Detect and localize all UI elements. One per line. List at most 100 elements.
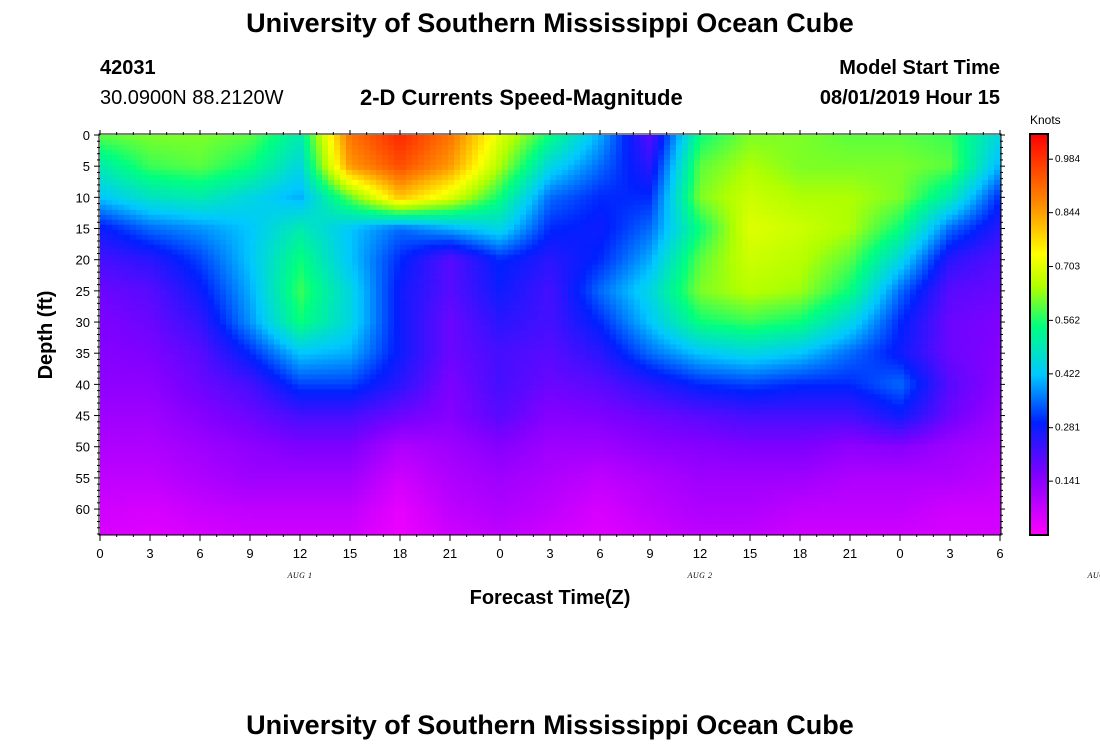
- heatmap-cell: [520, 170, 527, 176]
- heatmap-cell: [670, 265, 677, 271]
- heatmap-cell: [292, 280, 299, 286]
- heatmap-cell: [292, 170, 299, 176]
- heatmap-cell: [922, 225, 929, 231]
- heatmap-cell: [136, 170, 143, 176]
- heatmap-cell: [952, 285, 959, 291]
- heatmap-cell: [856, 260, 863, 266]
- heatmap-cell: [406, 230, 413, 236]
- heatmap-cell: [664, 140, 671, 146]
- heatmap-cell: [610, 235, 617, 241]
- heatmap-cell: [946, 255, 953, 261]
- heatmap-cell: [274, 190, 281, 196]
- heatmap-cell: [406, 165, 413, 171]
- heatmap-cell: [268, 265, 275, 271]
- heatmap-cell: [904, 230, 911, 236]
- heatmap-cell: [520, 295, 527, 301]
- heatmap-cell: [958, 265, 965, 271]
- heatmap-cell: [796, 200, 803, 206]
- heatmap-cell: [208, 245, 215, 251]
- heatmap-cell: [814, 195, 821, 201]
- heatmap-cell: [538, 225, 545, 231]
- heatmap-cell: [340, 135, 347, 141]
- heatmap-cell: [424, 190, 431, 196]
- heatmap-cell: [796, 155, 803, 161]
- heatmap-cell: [580, 245, 587, 251]
- heatmap-cell: [838, 135, 845, 141]
- heatmap-cell: [256, 150, 263, 156]
- heatmap-cell: [874, 215, 881, 221]
- heatmap-cell: [448, 170, 455, 176]
- heatmap-cell: [100, 170, 107, 176]
- heatmap-cell: [478, 200, 485, 206]
- heatmap-cell: [496, 170, 503, 176]
- heatmap-cell: [988, 285, 995, 291]
- heatmap-cell: [148, 295, 155, 301]
- heatmap-cell: [778, 155, 785, 161]
- heatmap-cell: [820, 155, 827, 161]
- heatmap-cell: [934, 240, 941, 246]
- heatmap-cell: [118, 255, 125, 261]
- heatmap-cell: [496, 195, 503, 201]
- heatmap-cell: [340, 290, 347, 296]
- heatmap-cell: [736, 165, 743, 171]
- heatmap-cell: [646, 170, 653, 176]
- heatmap-cell: [988, 290, 995, 296]
- heatmap-cell: [646, 265, 653, 271]
- heatmap-cell: [928, 215, 935, 221]
- heatmap-cell: [832, 290, 839, 296]
- heatmap-cell: [640, 185, 647, 191]
- heatmap-cell: [502, 155, 509, 161]
- heatmap-cell: [448, 295, 455, 301]
- heatmap-cell: [400, 160, 407, 166]
- heatmap-cell: [676, 240, 683, 246]
- heatmap-cell: [340, 160, 347, 166]
- heatmap-cell: [130, 190, 137, 196]
- heatmap-cell: [478, 280, 485, 286]
- heatmap-cell: [178, 200, 185, 206]
- heatmap-cell: [652, 175, 659, 181]
- heatmap-cell: [106, 290, 113, 296]
- heatmap-cell: [976, 270, 983, 276]
- heatmap-cell: [868, 175, 875, 181]
- heatmap-cell: [838, 230, 845, 236]
- heatmap-cell: [418, 170, 425, 176]
- heatmap-cell: [454, 240, 461, 246]
- heatmap-cell: [976, 230, 983, 236]
- heatmap-cell: [298, 300, 305, 306]
- heatmap-cell: [316, 235, 323, 241]
- heatmap-cell: [538, 145, 545, 151]
- heatmap-cell: [280, 210, 287, 216]
- heatmap-cell: [880, 235, 887, 241]
- heatmap-cell: [934, 185, 941, 191]
- heatmap-cell: [376, 145, 383, 151]
- heatmap-cell: [520, 290, 527, 296]
- heatmap-cell: [538, 240, 545, 246]
- heatmap-cell: [784, 160, 791, 166]
- heatmap-cell: [568, 225, 575, 231]
- heatmap-cell: [736, 200, 743, 206]
- heatmap-cell: [754, 220, 761, 226]
- heatmap-cell: [154, 290, 161, 296]
- heatmap-cell: [418, 260, 425, 266]
- heatmap-cell: [958, 135, 965, 141]
- heatmap-cell: [484, 295, 491, 301]
- heatmap-cell: [550, 235, 557, 241]
- heatmap-cell: [676, 190, 683, 196]
- heatmap-cell: [112, 285, 119, 291]
- heatmap-cell: [544, 205, 551, 211]
- heatmap-cell: [754, 235, 761, 241]
- heatmap-cell: [100, 250, 107, 256]
- heatmap-cell: [478, 215, 485, 221]
- heatmap-cell: [346, 135, 353, 141]
- heatmap-cell: [286, 300, 293, 306]
- heatmap-cell: [802, 155, 809, 161]
- heatmap-cell: [178, 280, 185, 286]
- heatmap-cell: [760, 290, 767, 296]
- heatmap-cell: [598, 135, 605, 141]
- heatmap-cell: [484, 195, 491, 201]
- heatmap-cell: [760, 190, 767, 196]
- heatmap-cell: [160, 155, 167, 161]
- heatmap-cell: [454, 290, 461, 296]
- heatmap-cell: [700, 270, 707, 276]
- heatmap-cell: [196, 155, 203, 161]
